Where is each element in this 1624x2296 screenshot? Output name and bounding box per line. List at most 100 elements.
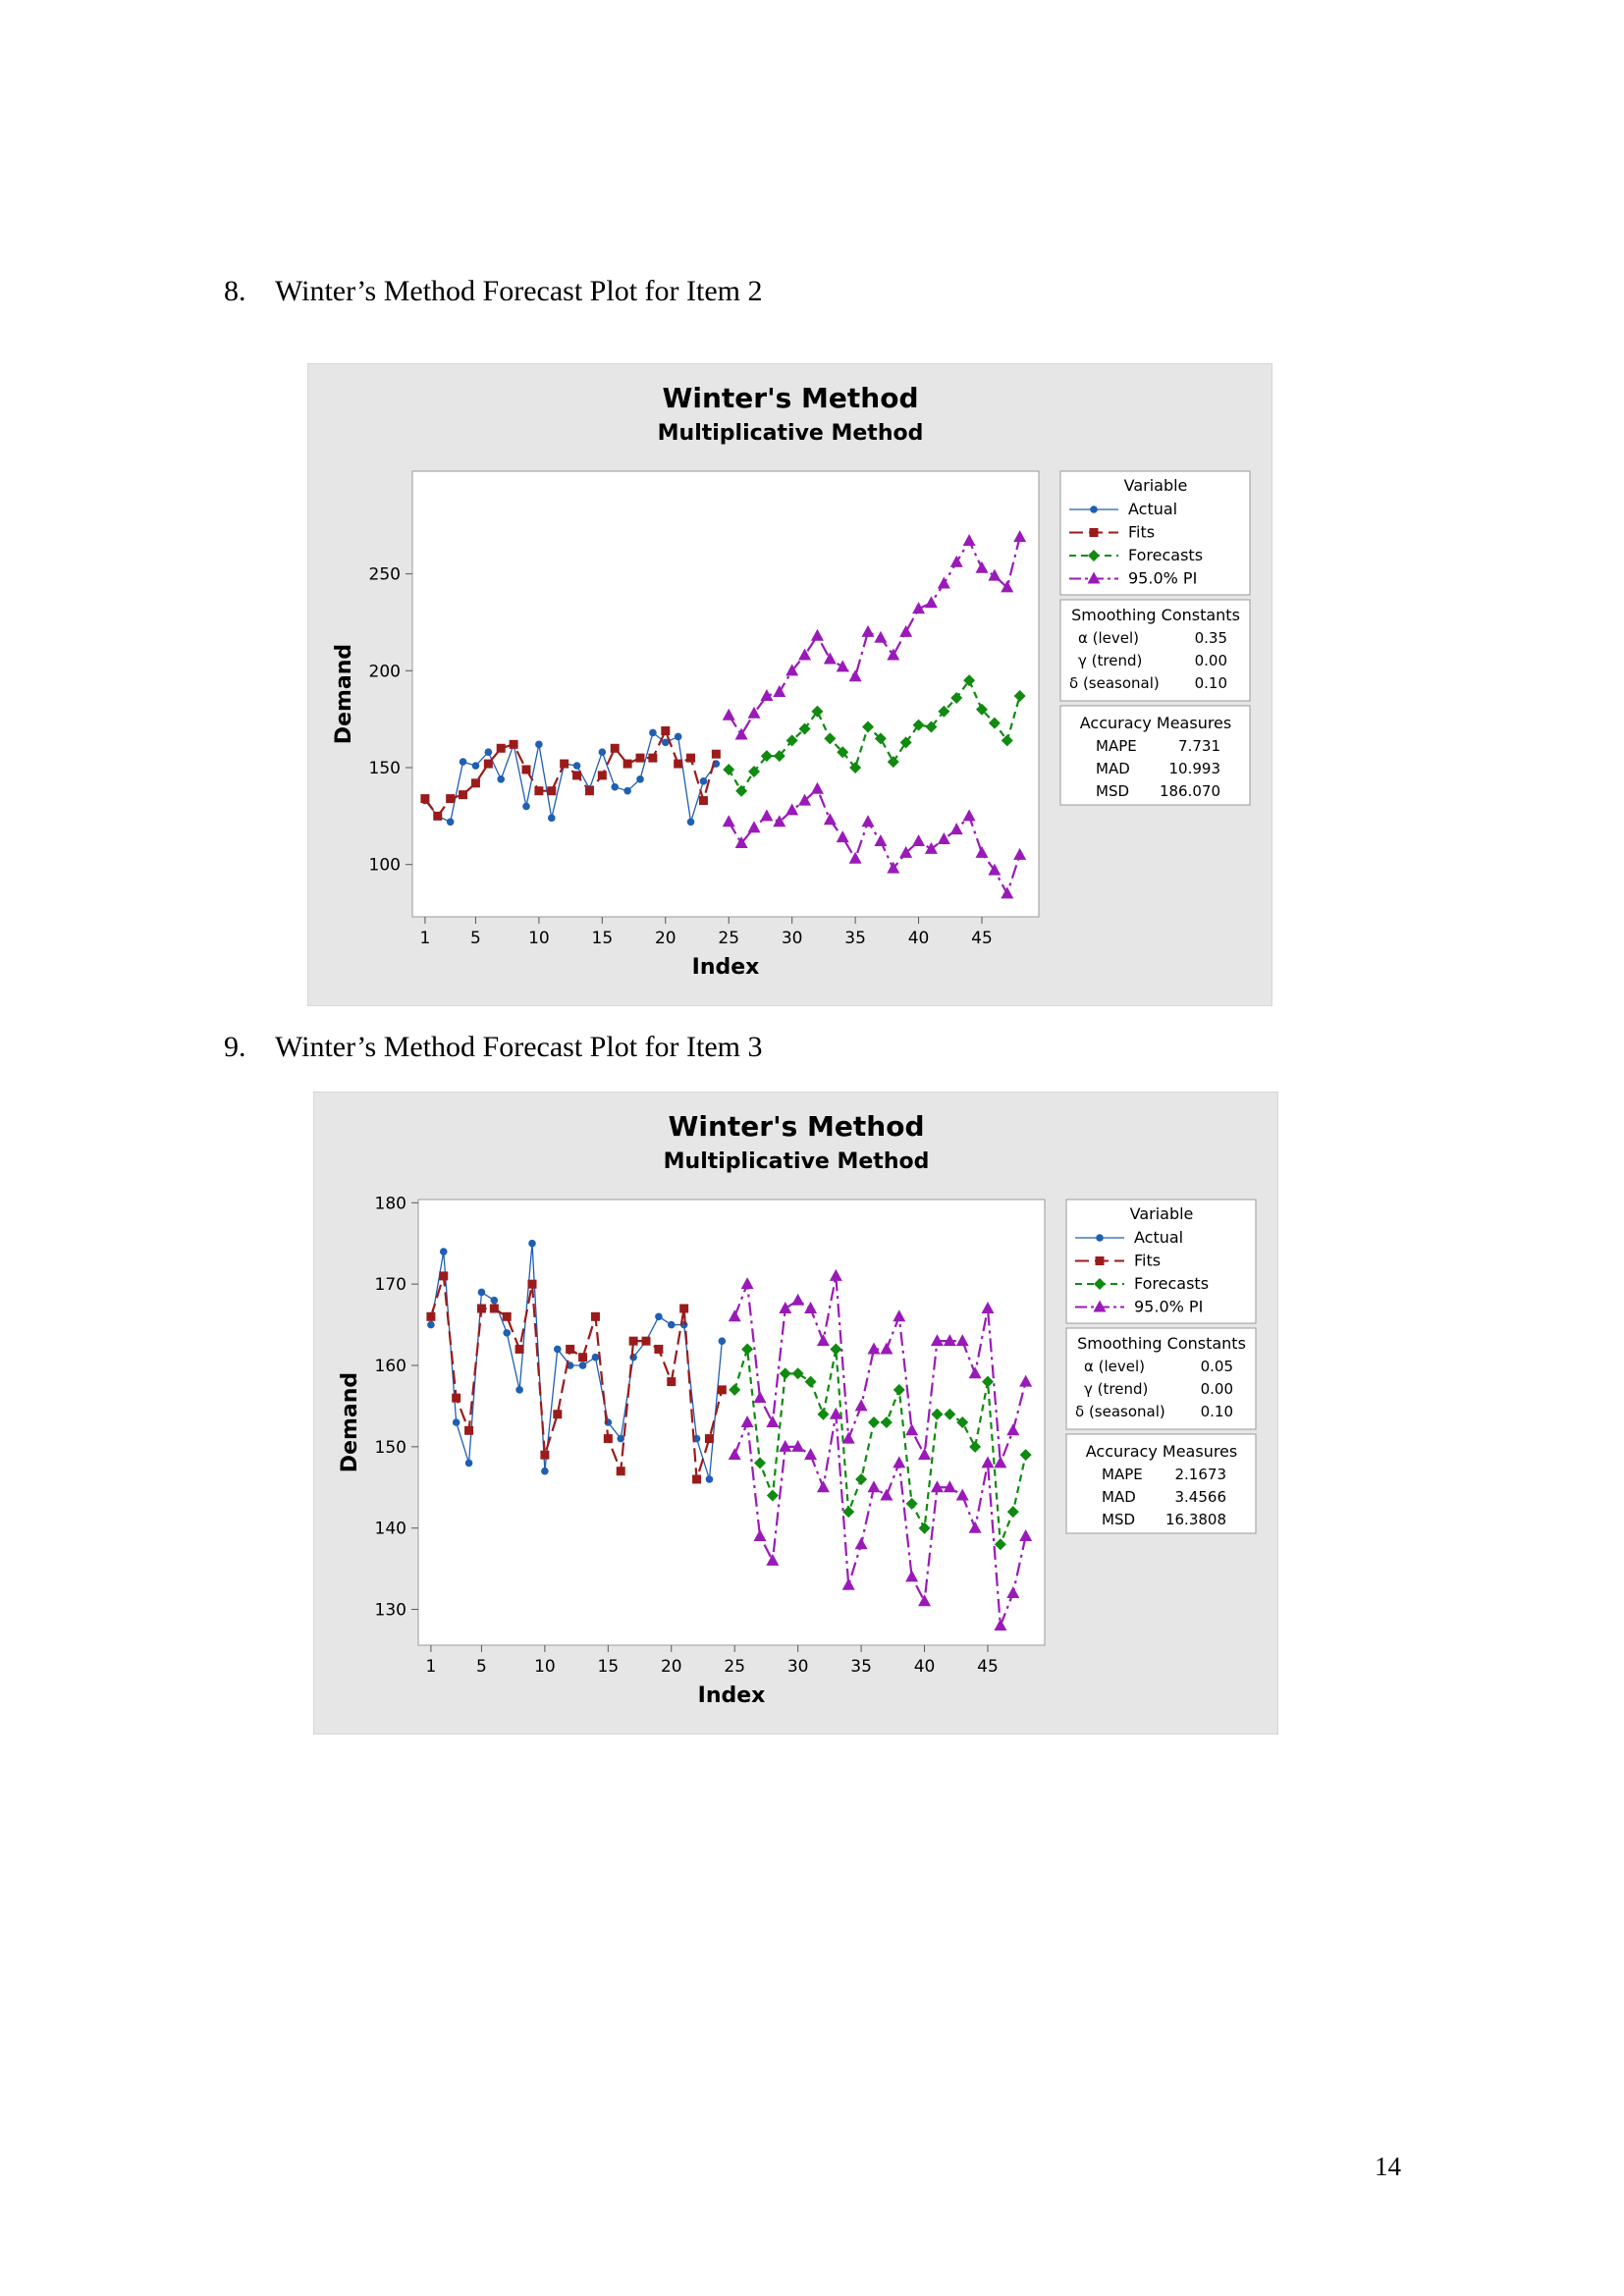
data-point: [521, 765, 531, 774]
data-point: [439, 1248, 448, 1255]
series-layer: [426, 1239, 1033, 1631]
smoothing-value: 0.10: [1201, 1403, 1233, 1420]
data-point: [975, 845, 989, 858]
data-point: [1006, 1585, 1020, 1598]
y-tick-label: 250: [369, 565, 401, 585]
data-point: [1001, 580, 1014, 593]
series-95-0-pi-lower: [728, 1407, 1033, 1631]
x-tick-label: 10: [528, 929, 550, 948]
data-point: [547, 786, 557, 796]
data-point: [982, 1375, 994, 1388]
data-point: [748, 765, 760, 777]
data-point: [641, 1336, 651, 1346]
accuracy-value: 10.993: [1169, 760, 1221, 777]
data-point: [735, 784, 748, 797]
data-point: [528, 1239, 536, 1248]
legend-label: Actual: [1134, 1228, 1183, 1247]
data-point: [905, 1423, 919, 1436]
x-axis-label: Index: [698, 1683, 766, 1708]
accuracy-measures-title: Accuracy Measures: [1086, 1442, 1237, 1461]
section-heading-item-2: 8. Winter’s Method Forecast Plot for Item…: [224, 275, 762, 308]
chart-subtitle: Multiplicative Method: [658, 421, 924, 446]
smoothing-label: δ (seasonal): [1075, 1403, 1165, 1420]
accuracy-label: MAPE: [1096, 737, 1137, 755]
chart-title: Winter's Method: [668, 1110, 924, 1143]
legend-item: Actual: [1069, 500, 1177, 518]
data-point: [824, 732, 837, 745]
data-point: [636, 775, 644, 783]
data-point: [1006, 1506, 1019, 1519]
data-point: [760, 809, 774, 822]
data-point: [785, 803, 799, 816]
data-point: [464, 1459, 473, 1468]
data-point: [975, 561, 989, 573]
data-point: [899, 624, 913, 637]
series-line-forecasts: [728, 679, 1021, 792]
data-point: [674, 759, 683, 769]
x-tick-label: 20: [661, 1657, 682, 1677]
data-point: [874, 834, 888, 847]
legend-swatch-marker: [1089, 528, 1099, 537]
x-tick-label: 5: [476, 1657, 487, 1677]
data-point: [610, 743, 620, 753]
y-tick-label: 170: [375, 1275, 406, 1295]
section-title: Winter’s Method Forecast Plot for Item 3: [275, 1031, 763, 1063]
data-point: [811, 705, 824, 718]
series-line-95-0-pi: [733, 1274, 1027, 1465]
data-point: [446, 794, 456, 804]
y-tick-label: 200: [369, 662, 401, 681]
data-point: [912, 602, 926, 614]
data-point: [452, 1418, 460, 1426]
x-tick-label: 1: [419, 929, 430, 948]
data-point: [956, 1416, 969, 1428]
data-point: [698, 796, 708, 806]
legend-label: 95.0% PI: [1134, 1298, 1203, 1316]
data-point: [648, 753, 658, 763]
accuracy-value: 186.070: [1160, 782, 1220, 800]
data-point: [718, 1337, 727, 1345]
data-point: [578, 1353, 588, 1362]
data-point: [949, 823, 963, 835]
data-point: [994, 1456, 1007, 1468]
accuracy-label: MAPE: [1102, 1466, 1143, 1483]
data-point: [547, 814, 556, 823]
legend-swatch-marker: [1094, 1278, 1106, 1290]
section-title: Winter’s Method Forecast Plot for Item 2: [275, 275, 763, 307]
series-forecasts: [729, 1343, 1032, 1551]
data-point: [804, 1375, 817, 1388]
section-heading-item-3: 9. Winter’s Method Forecast Plot for Item…: [224, 1031, 762, 1064]
data-point: [535, 740, 543, 749]
data-point: [830, 1343, 842, 1356]
legend-item: Actual: [1075, 1228, 1183, 1247]
data-point: [1019, 1374, 1033, 1387]
data-point: [988, 568, 1001, 581]
data-point: [962, 534, 976, 547]
data-point: [1013, 689, 1026, 702]
data-point: [899, 736, 912, 749]
x-tick-label: 25: [724, 1657, 745, 1677]
data-point: [452, 1393, 461, 1403]
y-tick-label: 100: [369, 856, 401, 876]
y-axis: 100 150 200 250: [369, 565, 412, 876]
smoothing-label: α (level): [1078, 629, 1139, 647]
data-point: [893, 1309, 906, 1322]
x-tick-label: 15: [598, 1657, 620, 1677]
data-point: [837, 746, 849, 759]
page-number: 14: [1375, 2152, 1401, 2181]
data-point: [943, 1480, 956, 1493]
data-point: [1001, 886, 1014, 899]
data-point: [817, 1408, 830, 1420]
data-point: [489, 1304, 499, 1313]
data-point: [887, 861, 900, 874]
data-point: [804, 1302, 818, 1314]
accuracy-value: 3.4566: [1175, 1488, 1227, 1506]
y-tick-label: 180: [375, 1194, 406, 1213]
data-point: [649, 728, 657, 737]
data-point: [728, 1309, 741, 1322]
legend-item: Fits: [1075, 1252, 1161, 1270]
data-point: [988, 717, 1001, 729]
data-point: [459, 790, 468, 800]
data-point: [496, 743, 506, 753]
legend-item: Forecasts: [1069, 546, 1203, 564]
accuracy-measures-box: Accuracy Measures MAPE 2.1673 MAD 3.4566…: [1065, 1433, 1257, 1534]
